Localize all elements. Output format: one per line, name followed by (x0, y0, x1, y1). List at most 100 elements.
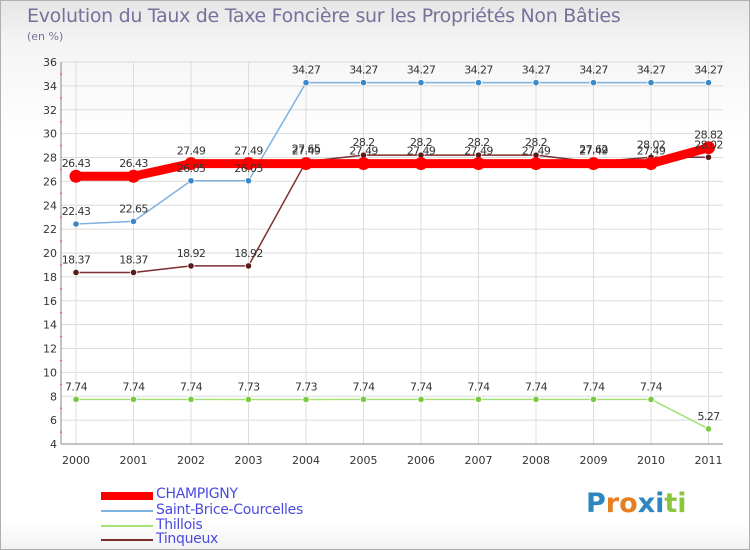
data-label-thillois-2009: 7.74 (582, 380, 605, 393)
point-thillois-2005 (359, 395, 368, 403)
data-label-saint-brice-courcelles-2009: 34.27 (579, 64, 608, 77)
data-label-thillois-2011: 5.27 (697, 410, 720, 423)
series-line-thillois (75, 398, 710, 430)
data-label-thillois-2007: 7.74 (467, 380, 490, 393)
data-label-saint-brice-courcelles-2010: 34.27 (637, 64, 666, 77)
point-saint-brice-courcelles-2011 (704, 79, 713, 87)
logo-letter: i (677, 488, 687, 519)
axes: 4 6 8 10 12 14 16 18 20 22 24 26 28 30 32 34 36 2000 2001 2… (43, 56, 723, 467)
y-tick-label: 14 (43, 319, 57, 332)
x-tick-label: 2010 (637, 454, 665, 467)
data-label-saint-brice-courcelles-2006: 34.27 (407, 64, 436, 77)
x-tick-label: 2007 (465, 454, 493, 467)
y-tick-label: 4 (50, 438, 57, 451)
series-line-champigny (71, 143, 713, 181)
point-saint-brice-courcelles-2009 (589, 79, 598, 87)
point-champigny-2000 (69, 169, 83, 183)
x-tick-label: 2004 (292, 454, 320, 467)
data-label-thillois-2006: 7.74 (410, 380, 433, 393)
point-thillois-2006 (417, 395, 425, 403)
data-label-thillois-2010: 7.74 (640, 380, 663, 393)
data-label-thillois-2008: 7.74 (525, 380, 548, 393)
proxiti-logo: Proxiti (586, 488, 687, 519)
x-tick-label: 2002 (177, 454, 205, 467)
legend-swatch-saint-brice (101, 510, 153, 512)
y-tick-label: 32 (43, 104, 57, 117)
legend-label-champigny: CHAMPIGNY (156, 486, 238, 502)
point-thillois-2008 (532, 395, 540, 403)
point-champigny-2001 (127, 169, 140, 183)
point-thillois-2004 (302, 395, 310, 404)
data-label-saint-brice-courcelles-2001: 22.65 (119, 202, 148, 215)
data-label-champigny-2011: 28.82 (694, 129, 723, 142)
point-saint-brice-courcelles-2004 (302, 79, 310, 87)
data-label-tinqueux-2008: 28.2 (525, 136, 547, 149)
y-tick-label: 6 (50, 414, 57, 427)
point-saint-brice-courcelles-2006 (417, 79, 425, 87)
logo-letter: P (586, 488, 606, 519)
series-line-tinqueux (75, 154, 710, 274)
point-champigny-2009 (587, 157, 600, 171)
y-minor-tick (60, 431, 62, 434)
y-tick-label: 20 (43, 247, 57, 260)
x-tick-label: 2006 (407, 454, 435, 467)
point-champigny-2004 (299, 157, 313, 171)
point-champigny-2002 (184, 157, 198, 171)
point-thillois-2010 (647, 395, 655, 403)
data-label-tinqueux-2006: 28.2 (410, 136, 432, 149)
data-label-tinqueux-2000: 18.37 (62, 253, 91, 266)
x-tick-label: 2011 (695, 454, 723, 467)
y-minor-tick (60, 383, 62, 386)
data-label-champigny-2005: 27.49 (349, 145, 378, 158)
point-saint-brice-courcelles-2007 (474, 79, 483, 87)
point-saint-brice-courcelles-2001 (129, 217, 138, 225)
logo-letter: i (655, 488, 665, 519)
y-tick-label: 36 (43, 56, 57, 69)
data-label-champigny-2002: 27.49 (177, 145, 206, 158)
data-label-tinqueux-2009: 27.62 (579, 143, 608, 156)
logo-letter: r (605, 488, 620, 519)
data-label-saint-brice-courcelles-2002: 26.05 (177, 162, 206, 175)
point-saint-brice-courcelles-2000 (72, 220, 80, 228)
legend-swatch-thillois (101, 525, 153, 527)
point-thillois-2003 (244, 395, 253, 404)
logo-letter: o (619, 488, 638, 519)
y-minor-tick (60, 120, 62, 123)
data-label-champigny-2007: 27.49 (464, 145, 493, 158)
logo-letter: x (637, 488, 656, 519)
point-saint-brice-courcelles-2008 (532, 79, 540, 87)
legend-label-saint-brice: Saint-Brice-Courcelles (156, 502, 303, 518)
point-thillois-2002 (187, 395, 195, 403)
y-tick-label: 30 (43, 128, 57, 141)
y-tick-label: 18 (43, 271, 57, 284)
chart-title: Evolution du Taux de Taxe Foncière sur l… (27, 5, 621, 27)
data-label-saint-brice-courcelles-2011: 34.27 (694, 64, 723, 77)
data-label-thillois-2002: 7.74 (180, 380, 203, 393)
data-label-thillois-2004: 7.73 (295, 380, 318, 393)
y-minor-tick (60, 263, 62, 266)
data-label-champigny-2004: 27.49 (292, 145, 321, 158)
point-tinqueux-2011 (704, 153, 713, 161)
x-tick-label: 2000 (62, 454, 90, 467)
y-minor-tick (60, 192, 62, 195)
data-label-tinqueux-2004: 27.65 (292, 143, 321, 156)
x-tick-label: 2003 (235, 454, 263, 467)
data-label-champigny-2001: 26.43 (119, 157, 148, 170)
data-label-tinqueux-2010: 28.02 (637, 138, 666, 151)
data-labels: 26.43 26.43 27.49 27.49 27.49 27.49 27.49 27.49… (62, 64, 724, 423)
data-label-champigny-2003: 27.49 (234, 145, 263, 158)
y-minor-tick (60, 240, 62, 243)
y-minor-tick (60, 168, 62, 171)
data-label-saint-brice-courcelles-2003: 26.05 (234, 162, 263, 175)
y-minor-tick (60, 407, 62, 410)
data-label-thillois-2001: 7.74 (122, 380, 145, 393)
point-thillois-2001 (129, 395, 138, 403)
point-saint-brice-courcelles-2003 (244, 177, 253, 185)
data-label-tinqueux-2003: 18.92 (234, 247, 263, 260)
y-minor-tick (60, 144, 62, 147)
data-label-tinqueux-2001: 18.37 (119, 253, 148, 266)
point-tinqueux-2000 (72, 268, 80, 277)
data-label-saint-brice-courcelles-2000: 22.43 (62, 205, 91, 218)
y-tick-label: 22 (43, 223, 57, 236)
